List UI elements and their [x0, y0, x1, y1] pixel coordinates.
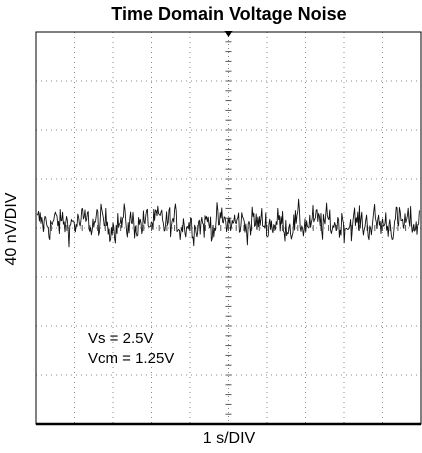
noise-trace [36, 198, 420, 248]
annotation-vs: Vs = 2.5V [88, 330, 154, 347]
x-axis-label: 1 s/DIV [202, 430, 256, 447]
chart-title: Time Domain Voltage Noise [111, 4, 347, 24]
annotation-vcm: Vcm = 1.25V [88, 350, 175, 367]
trigger-marker-icon [224, 31, 233, 37]
